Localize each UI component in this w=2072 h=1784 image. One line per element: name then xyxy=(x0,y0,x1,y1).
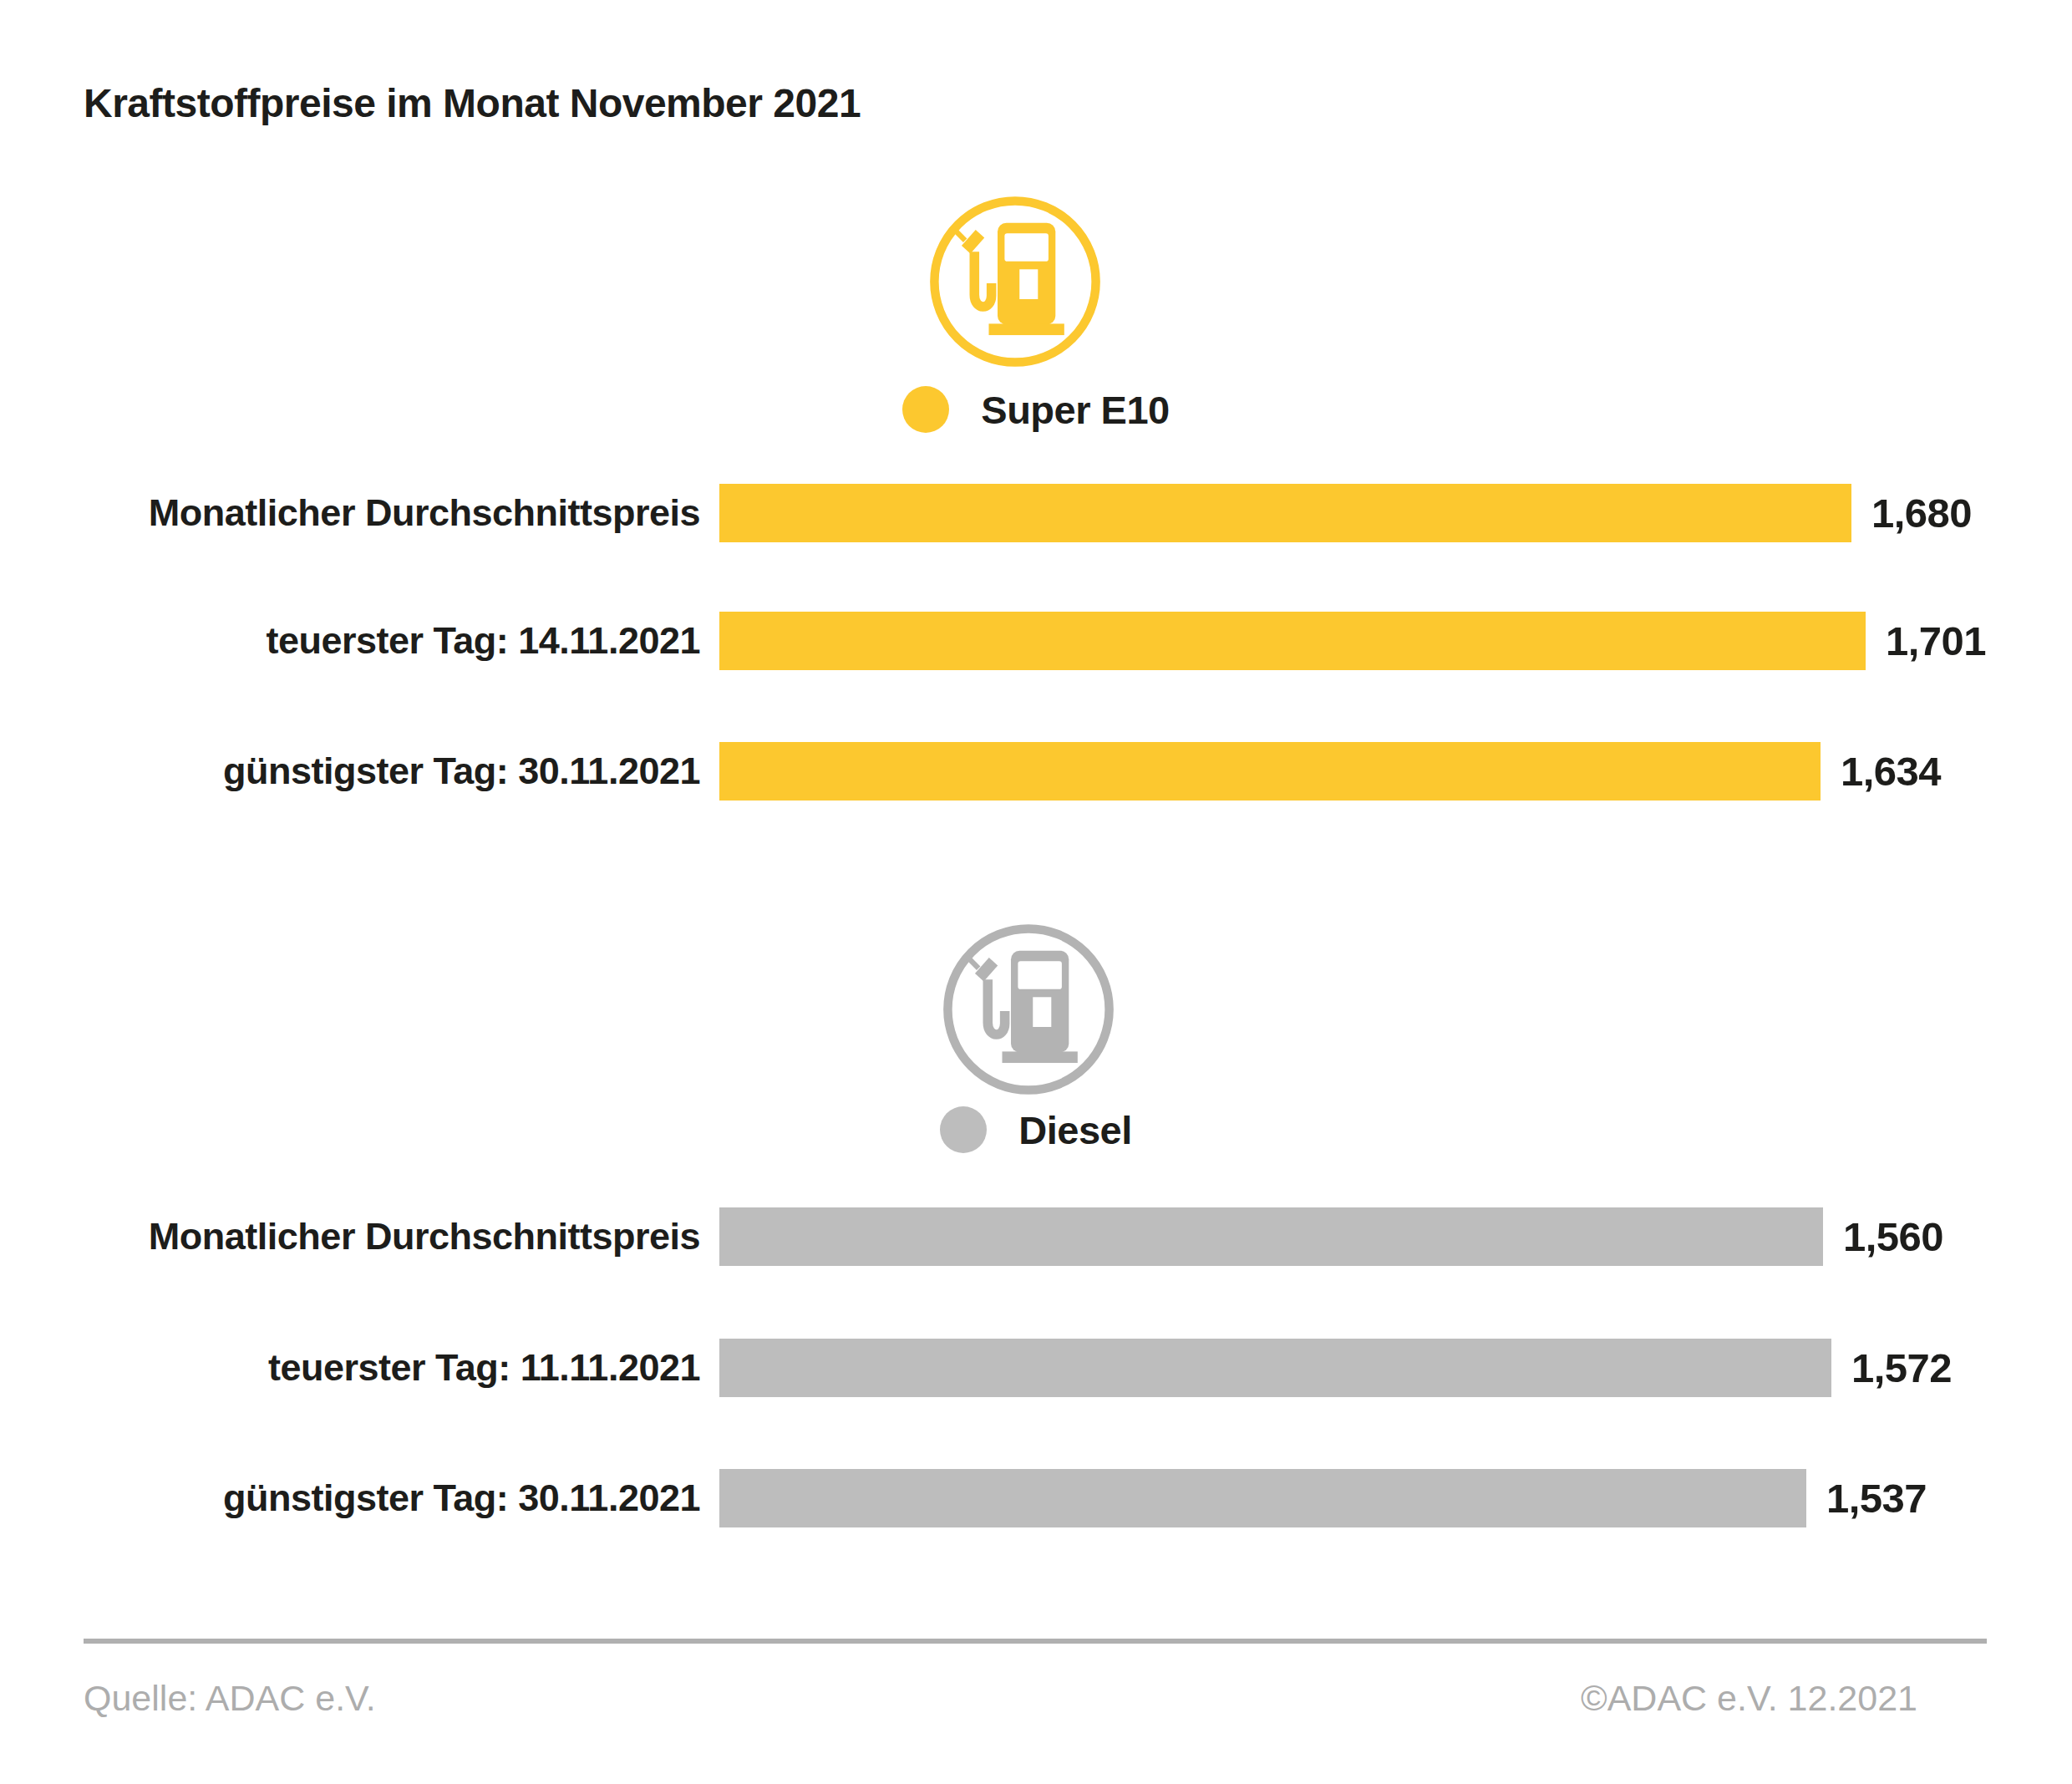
fuel-price-infographic: Kraftstoffpreise im Monat November 2021 … xyxy=(0,0,2072,1784)
bar-value: 1,560 xyxy=(1843,1213,1943,1260)
bar-label: Monatlicher Durchschnittspreis xyxy=(0,491,700,535)
bar xyxy=(719,742,1821,801)
legend-super-e10: Super E10 xyxy=(0,386,2072,433)
bar-value: 1,680 xyxy=(1871,490,1972,536)
fuel-pump-icon xyxy=(927,194,1103,369)
bar xyxy=(719,1469,1806,1527)
legend-label-diesel: Diesel xyxy=(1018,1107,1131,1153)
bar-row-super-average: Monatlicher Durchschnittspreis 1,680 xyxy=(0,484,2072,542)
bar-value: 1,634 xyxy=(1841,748,1941,795)
bar xyxy=(719,1207,1823,1266)
legend-dot-super-e10-icon xyxy=(902,386,949,433)
footer-copyright: ©ADAC e.V. 12.2021 xyxy=(1581,1678,1917,1719)
legend-label-super-e10: Super E10 xyxy=(981,387,1169,433)
bar-label: teuerster Tag: 14.11.2021 xyxy=(0,619,700,663)
bar-value: 1,537 xyxy=(1826,1475,1927,1522)
bar-label: günstigster Tag: 30.11.2021 xyxy=(0,750,700,793)
bar-row-super-cheapest-day: günstigster Tag: 30.11.2021 1,634 xyxy=(0,742,2072,801)
legend-dot-diesel-icon xyxy=(940,1106,987,1153)
bar xyxy=(719,1339,1831,1397)
bar-row-super-most-expensive-day: teuerster Tag: 14.11.2021 1,701 xyxy=(0,612,2072,670)
bar xyxy=(719,612,1866,670)
bar-value: 1,701 xyxy=(1886,618,1986,664)
bar xyxy=(719,484,1851,542)
chart-title: Kraftstoffpreise im Monat November 2021 xyxy=(84,80,861,126)
bar-label: Monatlicher Durchschnittspreis xyxy=(0,1215,700,1258)
bar-row-diesel-average: Monatlicher Durchschnittspreis 1,560 xyxy=(0,1207,2072,1266)
footer-source: Quelle: ADAC e.V. xyxy=(84,1678,376,1719)
bar-row-diesel-most-expensive-day: teuerster Tag: 11.11.2021 1,572 xyxy=(0,1339,2072,1397)
bar-row-diesel-cheapest-day: günstigster Tag: 30.11.2021 1,537 xyxy=(0,1469,2072,1527)
bar-label: teuerster Tag: 11.11.2021 xyxy=(0,1346,700,1390)
bar-label: günstigster Tag: 30.11.2021 xyxy=(0,1477,700,1520)
fuel-pump-icon xyxy=(941,922,1116,1097)
footer-divider xyxy=(84,1639,1987,1644)
legend-diesel: Diesel xyxy=(0,1106,2072,1153)
bar-value: 1,572 xyxy=(1851,1344,1952,1391)
